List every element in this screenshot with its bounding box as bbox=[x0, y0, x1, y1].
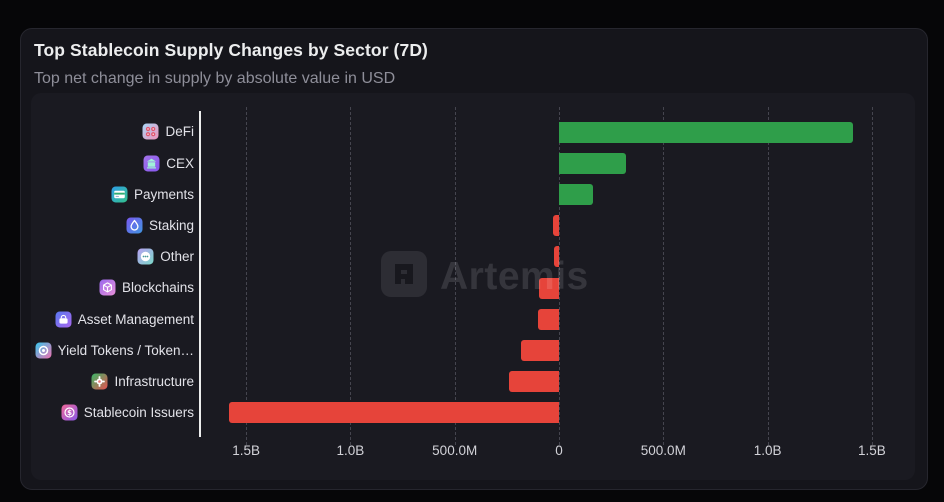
x-tick-label: 500.0M bbox=[640, 443, 686, 458]
bar-asset-management[interactable] bbox=[537, 308, 559, 330]
category-row-infrastructure: Infrastructure bbox=[31, 366, 194, 397]
bar-yield-tokens-token[interactable] bbox=[521, 339, 559, 361]
other-dots-icon bbox=[137, 248, 154, 265]
gridline-1-5b bbox=[871, 107, 873, 445]
category-row-payments: Payments bbox=[31, 179, 194, 210]
gridline-500-0m-neg bbox=[454, 107, 456, 445]
category-label-yield-tokens-token: Yield Tokens / Token… bbox=[57, 342, 194, 358]
category-row-defi: DeFi bbox=[31, 116, 194, 147]
bar-other[interactable] bbox=[553, 246, 559, 268]
category-label-asset-management: Asset Management bbox=[77, 311, 194, 327]
bar-defi[interactable] bbox=[559, 121, 854, 143]
bar-staking[interactable] bbox=[553, 215, 559, 237]
y-axis-line bbox=[199, 111, 201, 437]
category-row-stablecoin-issuers: $ Stablecoin Issuers bbox=[31, 397, 194, 428]
chart-subtitle: Top net change in supply by absolute val… bbox=[34, 70, 396, 87]
category-axis: DeFi CEX Payments Staking Other Blockchains As… bbox=[31, 93, 194, 453]
blockchains-cube-icon bbox=[99, 279, 116, 296]
category-label-stablecoin-issuers: Stablecoin Issuers bbox=[83, 405, 194, 421]
asset-management-bag-icon bbox=[55, 311, 72, 328]
bar-blockchains[interactable] bbox=[539, 277, 559, 299]
cex-bank-icon bbox=[143, 155, 160, 172]
gridline-1-5b-neg bbox=[246, 107, 248, 445]
category-row-cex: CEX bbox=[31, 148, 194, 179]
category-label-blockchains: Blockchains bbox=[121, 280, 194, 296]
svg-text:$: $ bbox=[67, 409, 72, 417]
gridline-0 bbox=[559, 107, 560, 445]
defi-gears-icon bbox=[142, 123, 159, 140]
category-row-asset-management: Asset Management bbox=[31, 304, 194, 335]
x-axis: 1.5B 1.0B 500.0M 0 500.0M 1.0B 1.5B bbox=[200, 443, 890, 463]
category-label-defi: DeFi bbox=[165, 124, 194, 140]
chart-card: Top Stablecoin Supply Changes by Sector … bbox=[20, 28, 928, 490]
x-tick-label: 500.0M bbox=[432, 443, 478, 458]
stablecoin-issuers-coin-icon: $ bbox=[61, 404, 78, 421]
chart-title: Top Stablecoin Supply Changes by Sector … bbox=[34, 40, 428, 60]
bar-infrastructure[interactable] bbox=[508, 371, 559, 393]
category-label-cex: CEX bbox=[166, 155, 194, 171]
category-row-other: Other bbox=[31, 241, 194, 272]
payments-card-icon bbox=[111, 186, 128, 203]
bar-cex[interactable] bbox=[559, 152, 626, 174]
category-label-infrastructure: Infrastructure bbox=[114, 374, 194, 389]
category-label-staking: Staking bbox=[148, 218, 194, 233]
bar-stablecoin-issuers[interactable] bbox=[229, 402, 559, 424]
x-tick-label: 1.5B bbox=[858, 443, 886, 458]
yield-tokens-ring-icon bbox=[35, 342, 52, 359]
x-tick-label: 1.0B bbox=[753, 443, 782, 458]
x-tick-label: 0 bbox=[555, 443, 563, 458]
plot-area bbox=[200, 107, 890, 445]
x-tick-label: 1.0B bbox=[336, 443, 365, 458]
gridline-1-0b-neg bbox=[350, 107, 352, 445]
category-label-payments: Payments bbox=[133, 186, 194, 202]
gridline-500-0m bbox=[663, 107, 665, 445]
bar-payments[interactable] bbox=[559, 183, 594, 205]
category-label-other: Other bbox=[160, 249, 194, 265]
infrastructure-gear-icon bbox=[91, 373, 108, 390]
x-tick-label: 1.5B bbox=[232, 443, 260, 458]
category-row-staking: Staking bbox=[31, 210, 194, 241]
staking-droplet-icon bbox=[126, 217, 143, 234]
category-row-blockchains: Blockchains bbox=[31, 272, 194, 303]
category-row-yield-tokens-token: Yield Tokens / Token… bbox=[31, 335, 194, 366]
gridline-1-0b bbox=[767, 107, 769, 445]
chart-panel: DeFi CEX Payments Staking Other Blockchains As… bbox=[31, 93, 915, 480]
